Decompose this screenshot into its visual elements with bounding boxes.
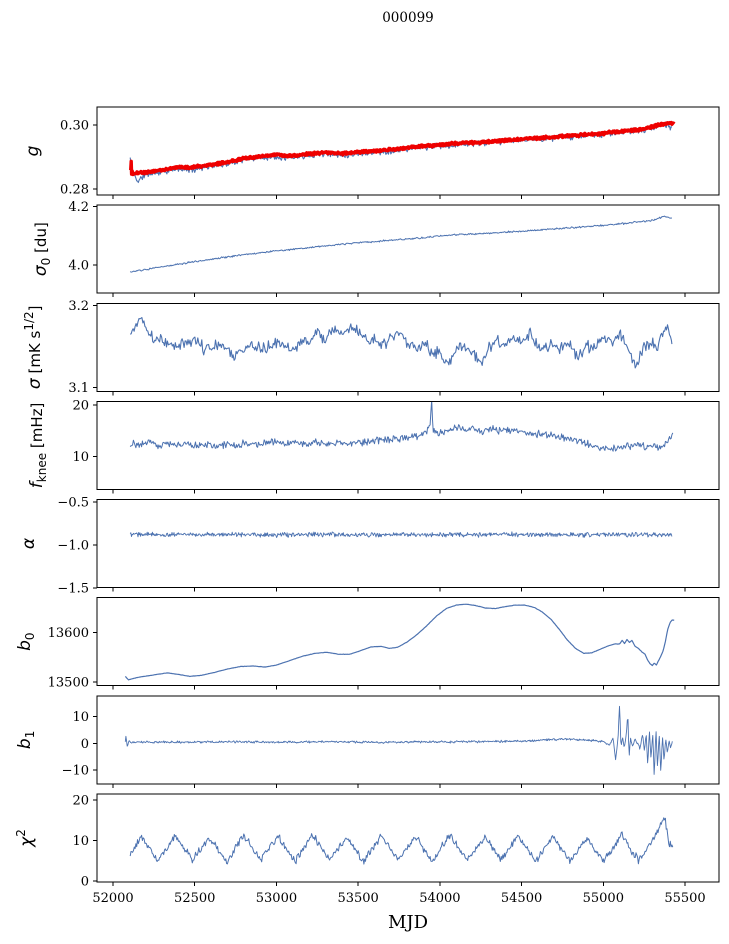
- y-axis-label-chi2: χ2: [14, 829, 37, 848]
- y-tick-label: 10: [72, 450, 89, 465]
- panel-alpha: −0.5 −1.0 −1.5 α: [19, 495, 720, 597]
- y-tick-label: 4.2: [68, 200, 89, 215]
- y-tick-label: 3.2: [68, 299, 89, 314]
- series-sigma0: [129, 215, 672, 273]
- y-tick-label: 0: [81, 874, 89, 889]
- series-fknee: [129, 401, 674, 452]
- panel-fknee: 10 20 fknee [mHz]: [27, 399, 720, 494]
- y-tick-label: 0.30: [60, 118, 89, 133]
- y-tick-label: 20: [72, 399, 89, 414]
- panel-sigma: 3.1 3.2 σ [mK s1/2]: [22, 299, 720, 396]
- plot-root: 0.28 0.30 g 4.0 4.2 σ0 [du] 3.1 3.2 σ [mK s1/2] 1…: [14, 106, 720, 906]
- x-tick-label: 52000: [92, 891, 133, 906]
- y-axis-label-b0: b0: [15, 632, 37, 650]
- series-sigma-calibrated: [129, 317, 673, 369]
- y-axis-label-alpha: α: [19, 538, 39, 549]
- panel-g: 0.28 0.30 g: [23, 106, 720, 199]
- y-tick-label: 13500: [48, 675, 89, 690]
- series-alpha: [129, 531, 673, 538]
- panel-border: [96, 204, 720, 294]
- panel-chi2: 0 10 20 χ2 52000 52500 53000 53500 54000 54500 550…: [14, 793, 720, 906]
- panel-border: [96, 597, 720, 687]
- panel-border: [96, 499, 720, 589]
- y-axis-label-b1: b1: [15, 731, 37, 749]
- y-tick-label: −1.0: [57, 538, 89, 553]
- y-tick-label: 0: [81, 737, 89, 752]
- panel-b0: 13500 13600 b0: [15, 597, 720, 690]
- y-tick-label: 20: [72, 794, 89, 809]
- series-baseline-offset: [124, 603, 675, 681]
- panel-border: [96, 302, 720, 392]
- x-tick-label: 55000: [583, 891, 624, 906]
- panel-border: [96, 793, 720, 883]
- panel-border: [96, 400, 720, 490]
- y-tick-label: 13600: [48, 626, 89, 641]
- y-tick-label: −0.5: [57, 495, 89, 510]
- x-tick-label: 54000: [419, 891, 460, 906]
- x-tick-label: 55500: [664, 891, 705, 906]
- y-axis-label-g: g: [23, 145, 43, 156]
- series-baseline-slope: [124, 705, 673, 775]
- y-tick-label: 10: [72, 710, 89, 725]
- panel-border: [96, 106, 720, 196]
- x-axis-label: MJD: [388, 912, 428, 933]
- x-tick-label: 52500: [174, 891, 215, 906]
- panel-b1: −10 0 10 b1: [15, 695, 720, 788]
- series-gain-smoothed: [129, 120, 676, 177]
- y-tick-label: −10: [62, 763, 89, 778]
- x-tick-label: 53500: [337, 891, 378, 906]
- figure-title: 000099: [382, 10, 434, 26]
- panel-sigma0: 4.0 4.2 σ0 [du]: [31, 200, 720, 298]
- y-tick-label: 10: [72, 834, 89, 849]
- y-tick-label: 4.0: [68, 259, 89, 274]
- panel-border: [96, 695, 720, 785]
- series-chi-square: [129, 817, 674, 865]
- y-axis-label-sigma: σ [mK s1/2]: [22, 305, 45, 389]
- y-axis-label-fknee: fknee [mHz]: [27, 403, 49, 489]
- y-tick-label: 0.28: [60, 183, 89, 198]
- x-tick-label: 54500: [501, 891, 542, 906]
- y-axis-label-sigma0: σ0 [du]: [31, 222, 53, 276]
- y-tick-label: 3.1: [68, 381, 89, 396]
- y-tick-label: −1.5: [57, 582, 89, 597]
- x-tick-label: 53000: [256, 891, 297, 906]
